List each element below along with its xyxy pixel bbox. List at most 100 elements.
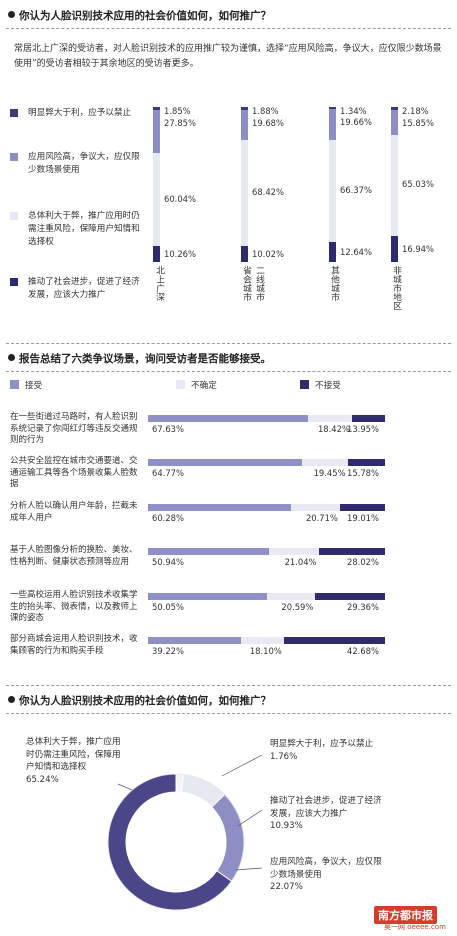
data-label: 28.02%: [347, 557, 379, 567]
category-label: 分析人脸以确认用户年龄，拦截未成年人用户: [10, 501, 138, 523]
divider: [6, 713, 451, 714]
bar-segment: [391, 235, 398, 262]
data-label: 65.03%: [402, 179, 434, 190]
data-label: 20.59%: [281, 602, 314, 612]
data-label: 1.34%: [340, 106, 367, 116]
data-label: 42.68%: [347, 646, 379, 656]
donut-label-promote: 推动了社会进步，促进了经济发展，应该大力推广 10.93%: [270, 796, 382, 831]
data-label: 50.94%: [152, 557, 184, 567]
legend-swatch: [10, 278, 18, 286]
bar-segment: [308, 415, 352, 422]
logo: 南方都市报: [374, 906, 437, 924]
donut-label-caution: 总体利大于弊，推广应用时仍需注重风险，保障用户知情和选择权 65.24%: [26, 737, 121, 785]
bar-segment: [153, 246, 160, 262]
data-label: 68.42%: [252, 187, 284, 198]
legend-swatch: [10, 212, 18, 220]
data-label: 13.95%: [347, 424, 379, 434]
logo-site: 奥一网 oeeee.com: [384, 923, 446, 931]
bar-segment: [391, 110, 398, 135]
category-label: 省会城市: [241, 266, 251, 302]
bar-segment: [240, 637, 284, 644]
section2-title: 报告总结了六类争议场景，询问受访者是否能够接受。: [8, 351, 271, 366]
donut-label-ban: 明显弊大于利，应予以禁止 1.76%: [270, 739, 374, 762]
bar-segment: [347, 459, 385, 466]
data-label: 10.02%: [252, 249, 284, 260]
bar-segment: [153, 109, 160, 154]
bullet-icon: [8, 354, 15, 361]
divider: [6, 685, 451, 686]
legend-label: 推动了社会进步，促进了经济发展，应该大力推广: [28, 277, 140, 300]
data-label: 16.94%: [402, 243, 434, 254]
data-label: 60.04%: [164, 193, 196, 204]
legend-swatch: [300, 380, 309, 389]
legend-label: 不确定: [191, 381, 217, 391]
bullet-icon: [8, 11, 15, 18]
bar-segment: [241, 246, 248, 262]
data-label: 39.22%: [152, 646, 184, 656]
leader-line: [221, 754, 263, 777]
category-label: 基于人脸图像分析的换脸、美妆、性格判断、健康状态预测等应用: [10, 545, 138, 567]
bar-segment: [153, 153, 160, 247]
category-label: 在一些街道过马路时，有人脸识别系统记录了你闯红灯等违反交通规则的行为: [10, 412, 138, 445]
data-label: 60.28%: [152, 513, 184, 523]
data-label: 29.36%: [347, 602, 379, 612]
data-label: 18.10%: [249, 646, 282, 656]
bar-segment: [315, 593, 385, 600]
data-label: 18.42%: [317, 424, 350, 434]
bullet-icon: [8, 696, 15, 703]
legend-label: 应用风险高，争议大，应仅限少数场景使用: [28, 152, 140, 175]
data-label: 19.68%: [252, 117, 284, 128]
data-label: 50.05%: [152, 602, 184, 612]
legend-label: 不接受: [315, 381, 341, 391]
section1-intro: 常居北上广深的受访者，对人脸识别技术的应用推广较为谨慎，选择“应用风险高，争议大…: [14, 44, 442, 69]
legend-swatch: [10, 380, 19, 389]
bar-segment: [391, 134, 398, 236]
section1-title: 你认为人脸识别技术应用的社会价值如何，如何推广？: [8, 8, 271, 23]
legend-label: 明显弊大于利，应予以禁止: [28, 108, 132, 118]
bar-segment: [329, 107, 336, 110]
category-label: 北上广深: [154, 266, 164, 302]
divider: [6, 371, 451, 372]
data-label: 19.45%: [313, 468, 346, 478]
data-label: 19.66%: [340, 117, 372, 128]
legend-item-accept: 接受: [10, 379, 42, 391]
donut-label-limited: 应用风险高，争议大，应仅限少数场景使用 22.07%: [270, 857, 382, 892]
bar-segment: [268, 548, 319, 555]
category-label: 部分商城会运用人脸识别技术，收集顾客的行为和购买手段: [10, 634, 138, 656]
category-label: 一些高校运用人脸识别技术收集学生的抬头率、微表情，以及教师上课的姿态: [10, 590, 138, 623]
data-label: 67.63%: [152, 424, 184, 434]
leader-line: [117, 783, 133, 791]
bar-segment: [148, 459, 302, 466]
leader-line: [235, 867, 263, 871]
bar-segment: [283, 637, 385, 644]
data-label: 2.18%: [402, 106, 429, 116]
bar-segment: [266, 593, 316, 600]
bar-segment: [290, 504, 340, 511]
bar-segment: [318, 548, 385, 555]
legend-item-reject: 不接受: [300, 379, 341, 391]
data-label: 1.85%: [164, 106, 191, 116]
section3-title: 你认为人脸识别技术应用的社会价值如何，如何推广？: [8, 693, 271, 708]
data-label: 64.77%: [152, 468, 184, 478]
bar-segment: [301, 459, 348, 466]
bar-segment: [148, 548, 269, 555]
data-label: 12.64%: [340, 247, 372, 258]
data-label: 1.88%: [252, 106, 279, 116]
bar-segment: [148, 504, 291, 511]
divider: [6, 343, 451, 344]
bar-segment: [153, 107, 160, 110]
legend-label: 总体利大于弊，推广应用时仍需注重风险，保障用户知情和选择权: [28, 211, 140, 247]
category-label: 非城市地区: [391, 266, 401, 310]
bar-segment: [329, 139, 336, 243]
bar-segment: [329, 109, 336, 140]
data-label: 15.78%: [347, 468, 379, 478]
category-label: 二线城市: [254, 266, 264, 302]
donut-slice: [211, 793, 245, 882]
bar-segment: [148, 415, 309, 422]
legend-item-unsure: 不确定: [176, 379, 217, 391]
data-label: 15.85%: [402, 118, 434, 129]
legend-swatch: [10, 109, 18, 117]
legend-label: 接受: [25, 381, 43, 391]
category-label: 其他城市: [329, 266, 339, 302]
